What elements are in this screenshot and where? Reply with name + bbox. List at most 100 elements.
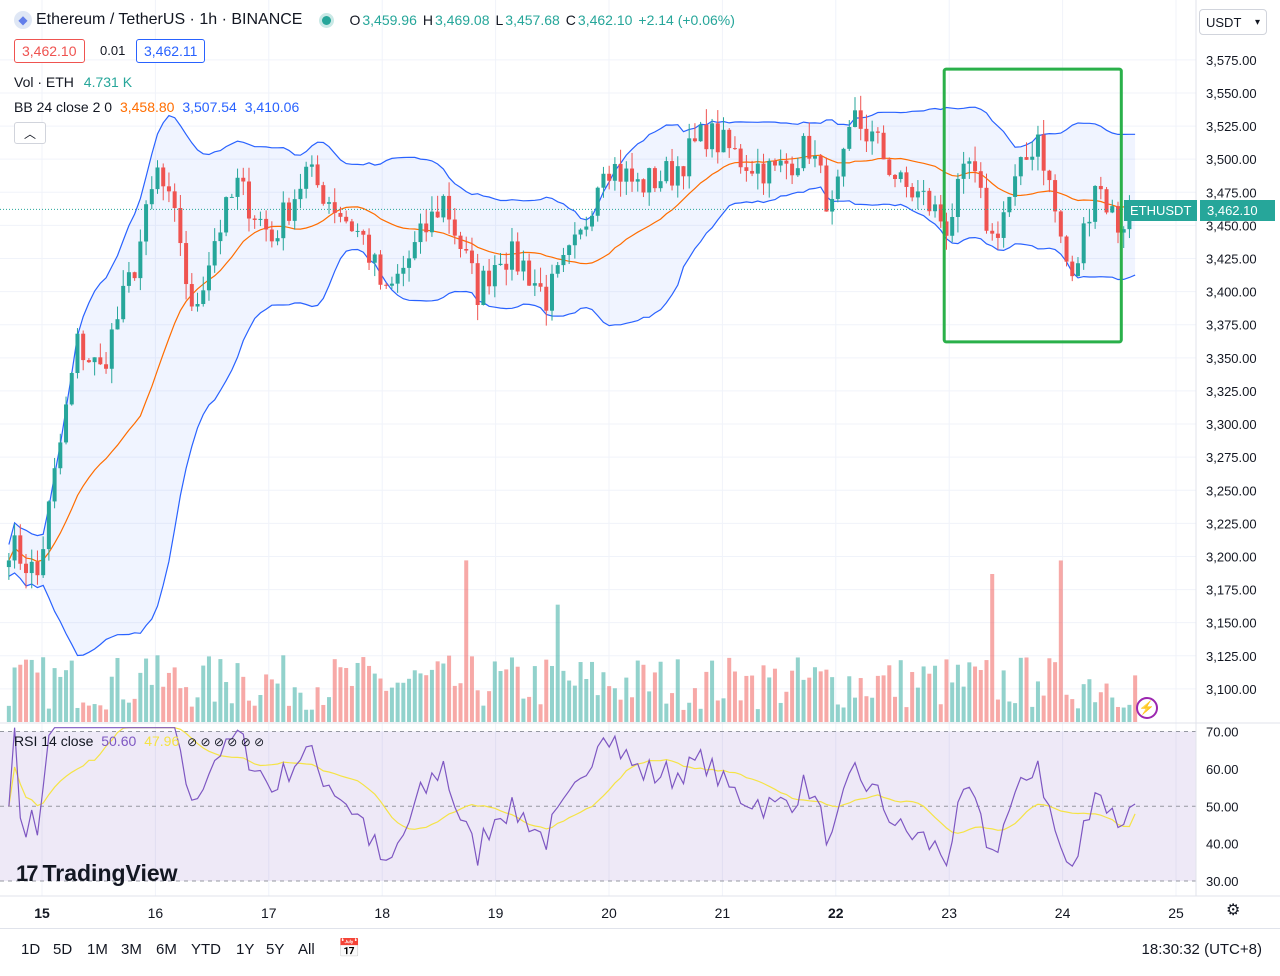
symbol-title[interactable]: Ethereum / TetherUS · 1h · BINANCE	[36, 11, 303, 28]
candle-body	[92, 357, 97, 363]
volume-bar	[1087, 679, 1092, 722]
volume-bar	[670, 693, 675, 722]
volume-bar	[349, 685, 354, 722]
volume-bar	[1121, 707, 1126, 722]
volume-bar	[755, 709, 760, 722]
volume-bar	[852, 697, 858, 722]
candle-body	[52, 468, 57, 502]
candle-body	[424, 223, 429, 233]
buy-button[interactable]: 3,462.11	[136, 39, 206, 63]
candle-body	[1047, 170, 1052, 181]
volume-bar	[1030, 706, 1035, 722]
candle-body	[590, 215, 595, 227]
candle-body	[1024, 157, 1029, 160]
candle-body	[664, 161, 669, 182]
volume-bar	[664, 703, 669, 722]
volume-bar	[458, 683, 463, 722]
candle-body	[429, 211, 434, 233]
sell-button[interactable]: 3,462.10	[14, 39, 85, 63]
calendar-goto-icon[interactable]: 📅	[338, 938, 361, 958]
price-tick-label: 3,350.00	[1206, 351, 1257, 366]
bollinger-upper-line	[8, 106, 1136, 545]
gear-icon[interactable]: ⚙	[1226, 902, 1241, 919]
low-value: 3,457.68	[505, 12, 560, 28]
rsi-tick-label: 70.00	[1206, 724, 1239, 739]
volume-bar	[18, 664, 23, 722]
lightning-icon[interactable]: ⚡	[1136, 697, 1158, 719]
candle-body	[841, 148, 846, 177]
volume-bar	[933, 665, 938, 722]
range-1m[interactable]: 1M	[87, 941, 108, 958]
candle-body	[910, 186, 915, 198]
volume-bar	[647, 691, 652, 722]
volume-bar	[46, 708, 51, 722]
volume-bar	[1018, 657, 1023, 722]
candle-body	[927, 190, 932, 212]
volume-bar	[41, 657, 46, 722]
price-tick-label: 3,100.00	[1206, 682, 1257, 697]
candlesticks	[6, 95, 1138, 589]
price-tick-label: 3,550.00	[1206, 86, 1257, 101]
volume-bar	[1133, 675, 1138, 722]
bollinger-legend[interactable]: BB 24 close 2 0 3,458.80 3,507.54 3,410.…	[14, 99, 299, 115]
candle-body	[407, 258, 412, 268]
volume-bar	[561, 670, 566, 722]
candle-body	[738, 148, 743, 168]
candle-body	[692, 138, 697, 142]
volume-bar	[532, 666, 537, 722]
volume-bar	[378, 678, 383, 722]
volume-bar	[681, 709, 686, 722]
rsi-ma-value: 47.96	[144, 733, 180, 749]
volume-bar	[584, 679, 589, 722]
volume-legend[interactable]: Vol · ETH 4.731 K	[14, 74, 132, 90]
clock[interactable]: 18:30:32 (UTC+8)	[1141, 941, 1262, 958]
volume-bar	[790, 670, 795, 722]
range-6m[interactable]: 6M	[156, 941, 177, 958]
range-ytd[interactable]: YTD	[191, 941, 221, 958]
volume-bar	[887, 665, 892, 722]
candle-body	[275, 238, 280, 242]
volume-bar	[344, 667, 349, 722]
rsi-legend[interactable]: RSI 14 close 50.60 47.96 ⊘ ⊘ ⊘ ⊘ ⊘ ⊘	[14, 733, 264, 749]
candle-body	[624, 168, 629, 182]
range-3m[interactable]: 3M	[121, 941, 142, 958]
price-tick-label: 3,400.00	[1206, 285, 1257, 300]
currency-select[interactable]: USDT ▾	[1199, 9, 1267, 35]
volume-bar	[612, 688, 617, 722]
volume-bar	[81, 702, 86, 722]
candle-body	[647, 168, 652, 193]
candle-body	[401, 267, 406, 274]
volume-bar	[332, 659, 337, 722]
candle-body	[298, 188, 303, 200]
volume-bar	[1104, 683, 1109, 722]
tradingview-logo[interactable]: 17 TradingView	[16, 860, 178, 887]
range-1d[interactable]: 1D	[21, 941, 41, 958]
time-tick-label: 18	[374, 905, 390, 921]
volume-bar	[910, 672, 915, 722]
bollinger-band-fill	[8, 107, 1136, 656]
volume-bar	[298, 692, 303, 722]
range-all[interactable]: All	[298, 941, 315, 958]
symbol-header[interactable]: ◆ Ethereum / TetherUS · 1h · BINANCE O 3,…	[14, 11, 739, 29]
candle-body	[921, 190, 926, 192]
candle-body	[784, 160, 789, 164]
candle-body	[818, 156, 823, 166]
volume-bar	[938, 704, 943, 722]
range-5d[interactable]: 5D	[53, 941, 73, 958]
candle-body	[464, 249, 469, 251]
volume-bar	[58, 676, 63, 722]
rsi-tick-label: 40.00	[1206, 837, 1239, 852]
candle-body	[898, 172, 903, 180]
range-5y[interactable]: 5Y	[266, 941, 285, 958]
volume-bar	[750, 675, 755, 722]
volume-bar	[418, 673, 423, 722]
highlight-box[interactable]	[942, 67, 1123, 344]
collapse-legend-button[interactable]: ︿	[14, 122, 46, 144]
time-tick-label: 15	[34, 905, 50, 921]
volume-bar	[544, 659, 549, 722]
candle-body	[309, 164, 314, 167]
range-1y[interactable]: 1Y	[236, 941, 255, 958]
candle-body	[315, 164, 320, 186]
high-value: 3,469.08	[434, 12, 490, 28]
